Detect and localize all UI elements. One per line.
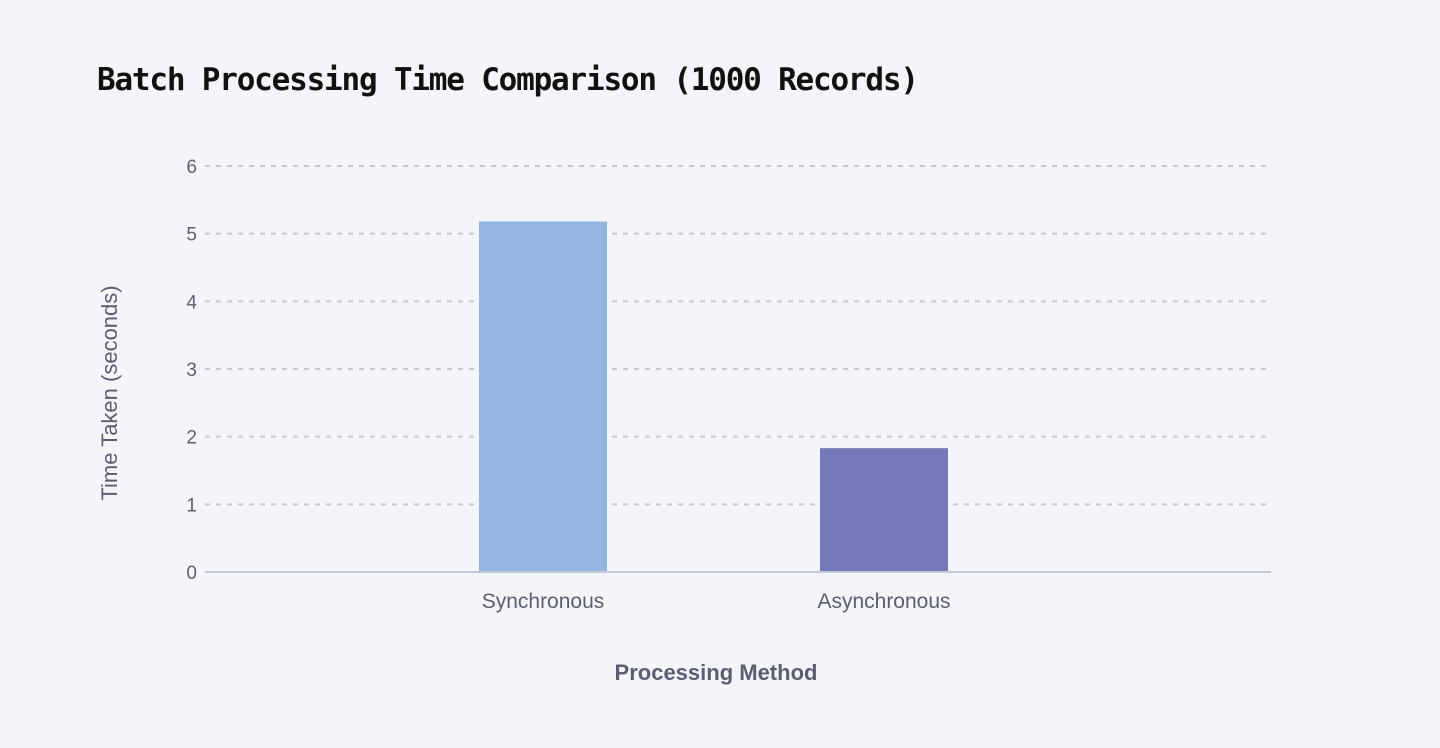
y-tick-label: 3 (186, 360, 197, 381)
chart-title: Batch Processing Time Comparison (1000 R… (97, 62, 919, 98)
bars (479, 221, 948, 571)
bar-synchronous (479, 221, 607, 571)
y-tick-label: 0 (186, 563, 197, 584)
y-tick-label: 5 (186, 225, 197, 246)
x-tick-label: Asynchronous (817, 590, 950, 613)
y-tick-label: 4 (186, 292, 197, 313)
bar-asynchronous (820, 448, 948, 571)
y-tick-label: 1 (186, 495, 197, 516)
y-tick-label: 2 (186, 428, 197, 449)
x-axis-ticks: Synchronous Asynchronous (482, 590, 951, 613)
gridlines (205, 165, 1271, 506)
x-tick-label: Synchronous (482, 590, 605, 613)
y-axis-ticks: 0 1 2 3 4 5 6 (186, 157, 197, 584)
y-tick-label: 6 (186, 157, 197, 178)
x-axis-title: Processing Method (615, 660, 818, 685)
y-axis-title: Time Taken (seconds) (97, 285, 122, 500)
